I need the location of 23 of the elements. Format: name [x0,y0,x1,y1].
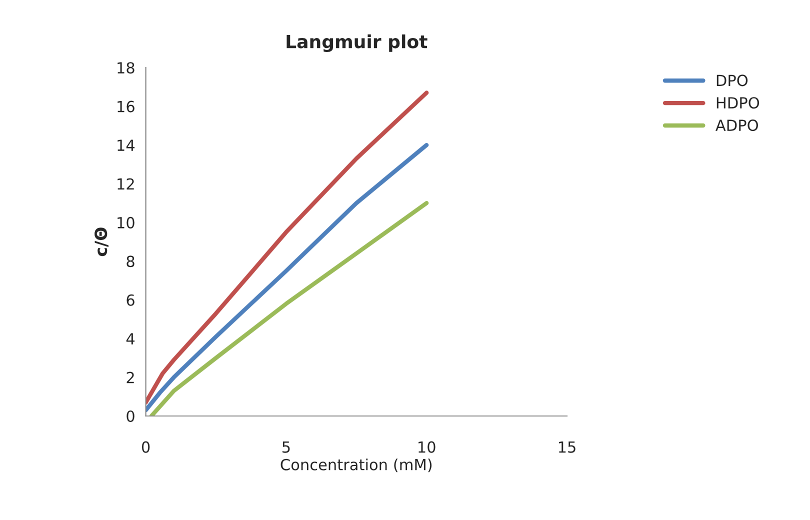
y-axis-title: c/Θ [94,228,108,256]
y-tick-label: 8 [126,256,134,268]
y-tick-label: 2 [126,372,134,384]
x-axis-title: Concentration (mM) [280,458,432,472]
y-tick-label: 10 [118,216,134,228]
x-tick-label: 5 [282,441,290,453]
chart-title: Langmuir plot [286,34,428,52]
legend-label: HDPO [716,97,760,109]
y-tick-label: 16 [118,100,134,112]
y-tick-label: 14 [118,140,135,151]
y-tick-label: 18 [118,62,134,74]
line-series [149,201,429,416]
x-tick-label: 15 [558,441,576,453]
y-tick-label: 12 [118,178,134,190]
y-tick-label: 0 [126,410,134,422]
legend-label: DPO [716,74,748,86]
line-series [146,90,429,405]
y-tick-label: 4 [126,333,135,344]
x-tick-label: 10 [418,441,436,453]
y-tick-label: 6 [126,294,134,306]
line-series [146,142,429,412]
x-tick-label: 0 [142,441,150,453]
legend-label: ADPO [716,120,758,132]
